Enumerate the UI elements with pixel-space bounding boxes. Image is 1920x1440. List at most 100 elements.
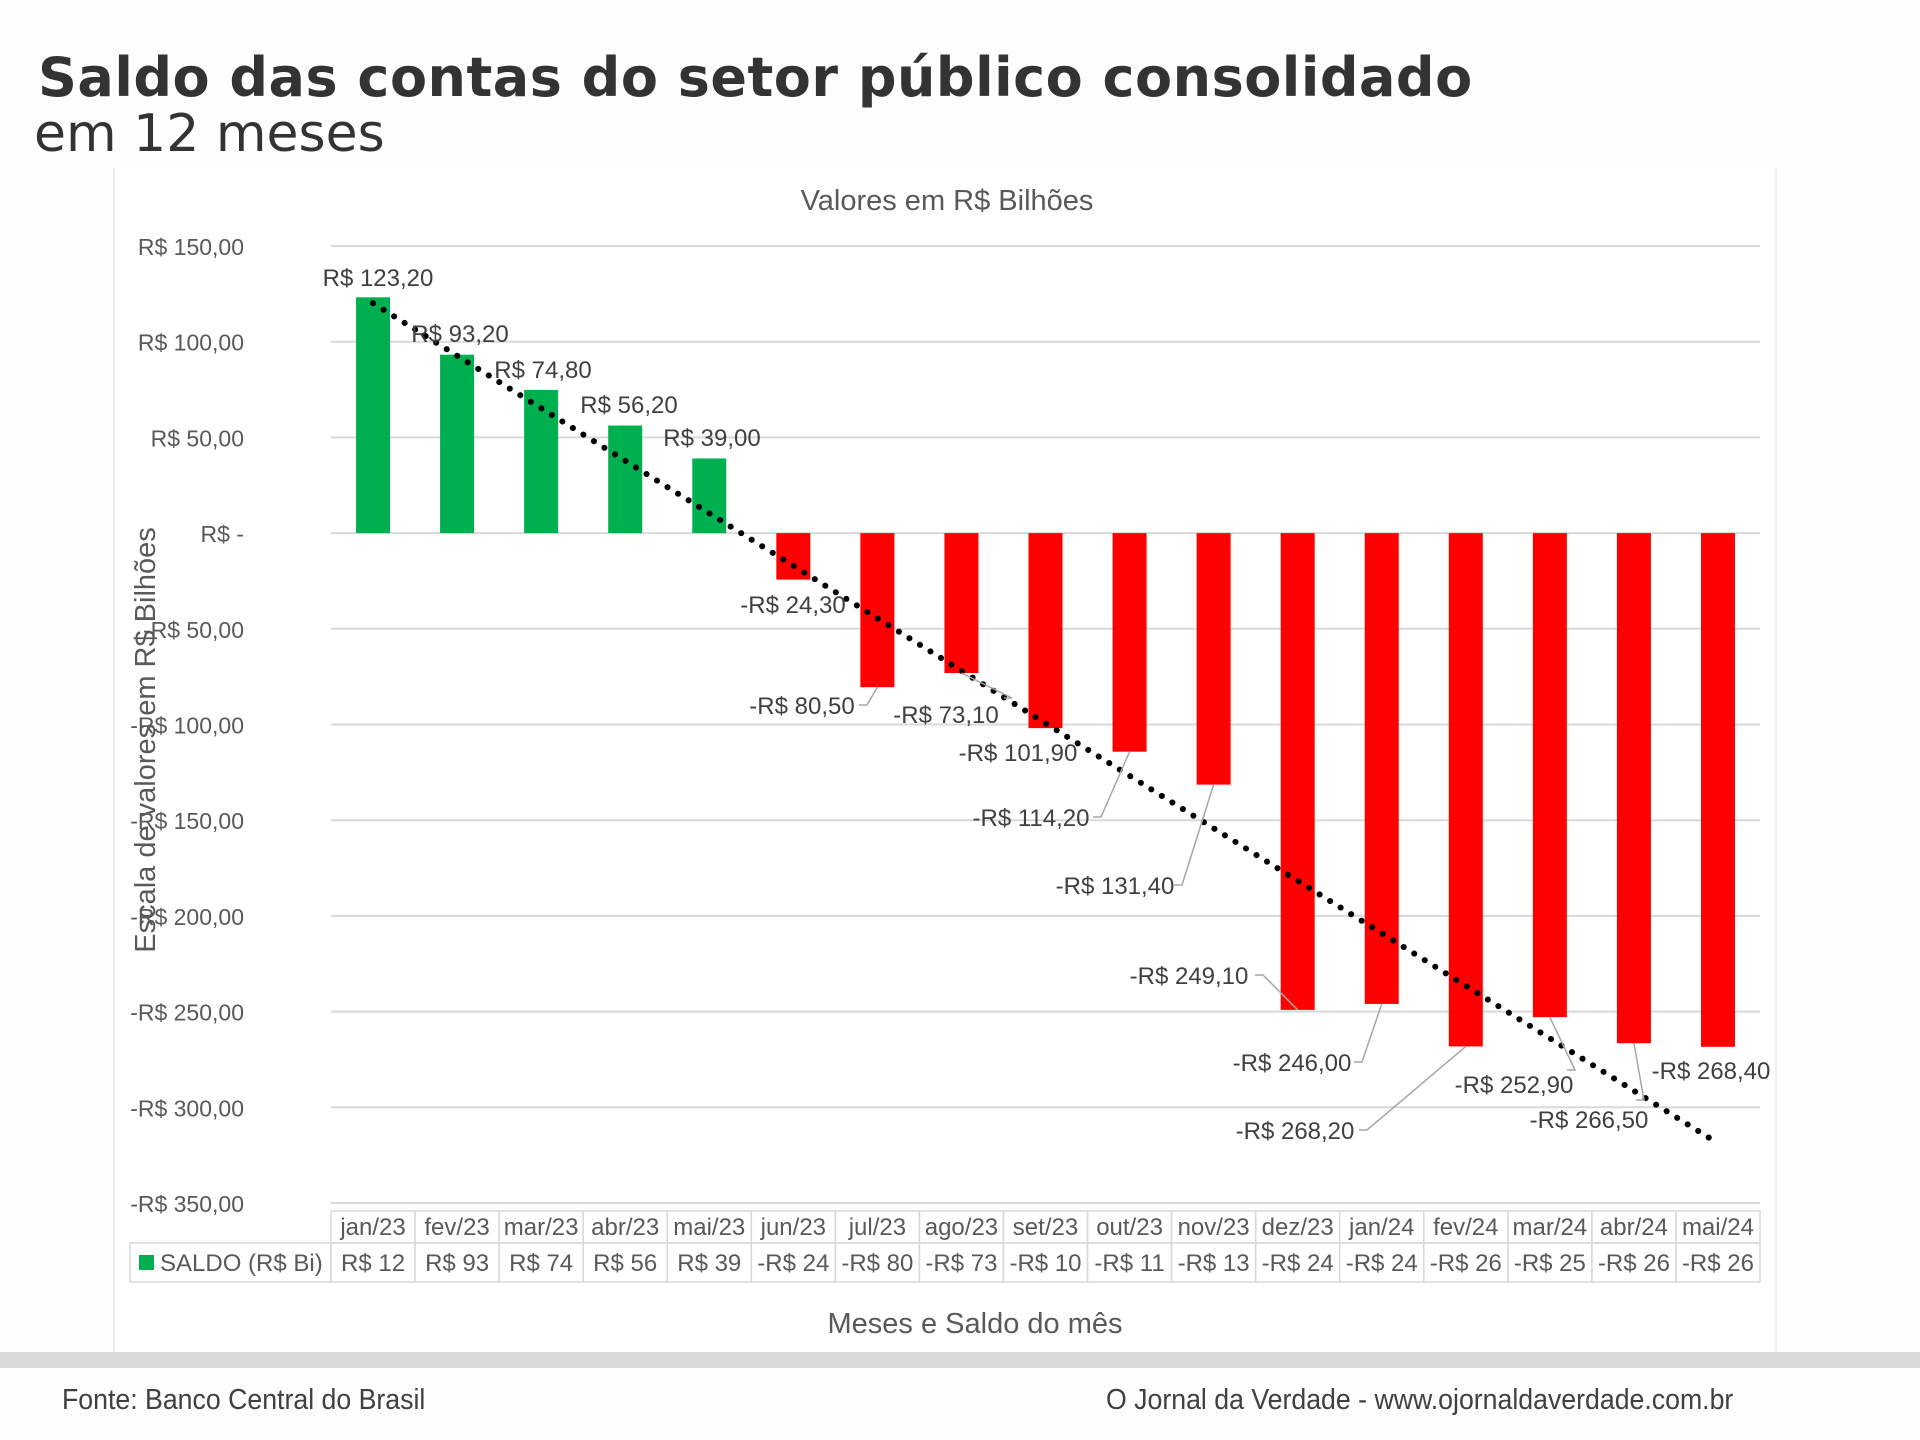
table-value: -R$ 10 — [1009, 1250, 1081, 1277]
leader-line — [1354, 1003, 1383, 1063]
source-note: Fonte: Banco Central do Brasil — [62, 1384, 426, 1416]
leader-line — [1359, 1045, 1467, 1131]
data-label: R$ 39,00 — [663, 425, 760, 452]
bar-nov-23 — [1196, 533, 1231, 785]
y-tick-label: R$ 100,00 — [138, 330, 244, 356]
table-value: -R$ 24 — [1262, 1250, 1334, 1277]
y-tick-label: -R$ 300,00 — [130, 1095, 244, 1121]
table-value: -R$ 26 — [1682, 1250, 1754, 1277]
label-leader-lines — [859, 672, 1645, 1131]
x-tick-label: jan/24 — [1348, 1214, 1414, 1241]
y-tick-label: -R$ 150,00 — [130, 808, 244, 834]
y-tick-label: -R$ 250,00 — [130, 1000, 244, 1026]
data-label: R$ 93,20 — [411, 321, 508, 348]
data-label: -R$ 249,10 — [1130, 963, 1249, 990]
bar-abr-23 — [608, 425, 643, 534]
leader-line — [1174, 784, 1215, 886]
data-label: -R$ 80,50 — [749, 693, 854, 720]
data-label: -R$ 114,20 — [973, 805, 1090, 832]
table-value: -R$ 26 — [1430, 1250, 1502, 1277]
y-tick-label: R$ - — [201, 521, 244, 547]
leader-line — [1549, 1016, 1577, 1071]
bars — [356, 297, 1735, 1047]
table-value: R$ 93 — [425, 1250, 489, 1277]
data-label: -R$ 246,00 — [1233, 1050, 1352, 1077]
data-label: R$ 56,20 — [580, 392, 677, 419]
bar-chart: Valores em R$ Bilhões R$ 150,00 R$ 100,00… — [129, 185, 1771, 1340]
table-value: R$ 56 — [593, 1250, 657, 1277]
x-tick-label: mar/24 — [1513, 1214, 1588, 1241]
page-subtitle: em 12 meses — [34, 104, 385, 164]
x-tick-label: mai/24 — [1682, 1214, 1754, 1241]
x-tick-label: mai/23 — [673, 1214, 745, 1241]
y-tick-label: R$ 50,00 — [151, 425, 244, 451]
x-tick-label: abr/23 — [591, 1214, 659, 1241]
trendline — [370, 300, 1713, 1142]
y-tick-label: -R$ 200,00 — [130, 904, 244, 930]
footer-divider — [0, 1352, 1920, 1368]
table-value: -R$ 24 — [757, 1250, 829, 1277]
table-value-cell — [1675, 1242, 1761, 1283]
bar-out-23 — [1112, 533, 1147, 752]
table-value: R$ 12 — [341, 1250, 405, 1277]
x-tick-label: jun/23 — [760, 1214, 826, 1241]
data-label: -R$ 268,40 — [1652, 1058, 1771, 1085]
y-tick-label: -R$ 50,00 — [143, 617, 244, 643]
page-title: Saldo das contas do setor público consol… — [38, 46, 1473, 109]
chart-title: Valores em R$ Bilhões — [801, 185, 1094, 217]
data-label: -R$ 101,90 — [959, 740, 1078, 767]
bar-dez-23 — [1280, 533, 1315, 1010]
table-value: -R$ 13 — [1178, 1250, 1250, 1277]
bar-mar-24 — [1532, 533, 1567, 1018]
data-label: -R$ 73,10 — [893, 702, 998, 729]
x-tick-label: out/23 — [1096, 1214, 1163, 1241]
bar-ago-23 — [944, 533, 979, 674]
y-tick-label: R$ 150,00 — [138, 234, 244, 260]
legend-swatch-icon — [139, 1255, 154, 1270]
data-label: -R$ 24,30 — [740, 592, 845, 619]
bar-jan-23 — [356, 297, 391, 534]
bar-set-23 — [1028, 533, 1063, 729]
x-tick-label: jul/23 — [848, 1214, 906, 1241]
table-value: R$ 74 — [509, 1250, 573, 1277]
y-axis-title: Escala de valores em R$ Bilhões — [130, 527, 162, 953]
leader-line — [1633, 1043, 1645, 1101]
data-label: R$ 123,20 — [323, 265, 434, 292]
table-value: -R$ 24 — [1346, 1250, 1418, 1277]
x-tick-label: abr/24 — [1600, 1214, 1668, 1241]
bar-abr-24 — [1616, 533, 1651, 1044]
y-axis-ticks: R$ 150,00 R$ 100,00 R$ 50,00 R$ - -R$ 50,00 -… — [130, 234, 244, 1217]
x-tick-label: fev/24 — [1433, 1214, 1498, 1241]
x-axis-title: Meses e Saldo do mês — [828, 1308, 1123, 1340]
bar-fev-23 — [440, 354, 475, 534]
data-labels: R$ 123,20 R$ 93,20 R$ 74,80 R$ 56,20 R$ 39,0… — [323, 265, 1771, 1145]
data-label: -R$ 266,50 — [1530, 1107, 1649, 1134]
x-tick-label: fev/23 — [424, 1214, 489, 1241]
x-tick-label: mar/23 — [504, 1214, 579, 1241]
data-label: -R$ 268,20 — [1236, 1118, 1355, 1145]
table-value: -R$ 11 — [1094, 1250, 1164, 1277]
leader-line — [1255, 974, 1299, 1011]
publisher-credit: O Jornal da Verdade - www.ojornaldaverda… — [1106, 1384, 1734, 1416]
leader-line — [859, 686, 879, 706]
x-tick-label: set/23 — [1013, 1214, 1078, 1241]
table-value: -R$ 73 — [925, 1250, 997, 1277]
data-label: -R$ 131,40 — [1056, 873, 1175, 900]
x-tick-label: jan/23 — [339, 1214, 405, 1241]
x-tick-label: dez/23 — [1262, 1214, 1334, 1241]
leader-line — [1093, 751, 1131, 818]
chart-area: Valores em R$ Bilhões R$ 150,00 R$ 100,00… — [113, 168, 1777, 1352]
trendline-path — [370, 300, 1713, 1142]
bar-fev-24 — [1448, 533, 1483, 1047]
table-value: R$ 39 — [677, 1250, 741, 1277]
table-legend-cell — [129, 1242, 332, 1283]
table-value: -R$ 80 — [841, 1250, 913, 1277]
y-tick-label: -R$ 100,00 — [130, 713, 244, 739]
data-label: R$ 74,80 — [494, 357, 591, 384]
legend-label: SALDO (R$ Bi) — [160, 1250, 323, 1277]
x-tick-label: ago/23 — [925, 1214, 998, 1241]
leader-line — [961, 672, 1013, 699]
table-value: -R$ 25 — [1514, 1250, 1586, 1277]
data-table: jan/23 R$ 12 fev/23 R$ 93 mar/23 R$ 74 abr/23 R… — [129, 1210, 1761, 1283]
table-value: -R$ 26 — [1598, 1250, 1670, 1277]
